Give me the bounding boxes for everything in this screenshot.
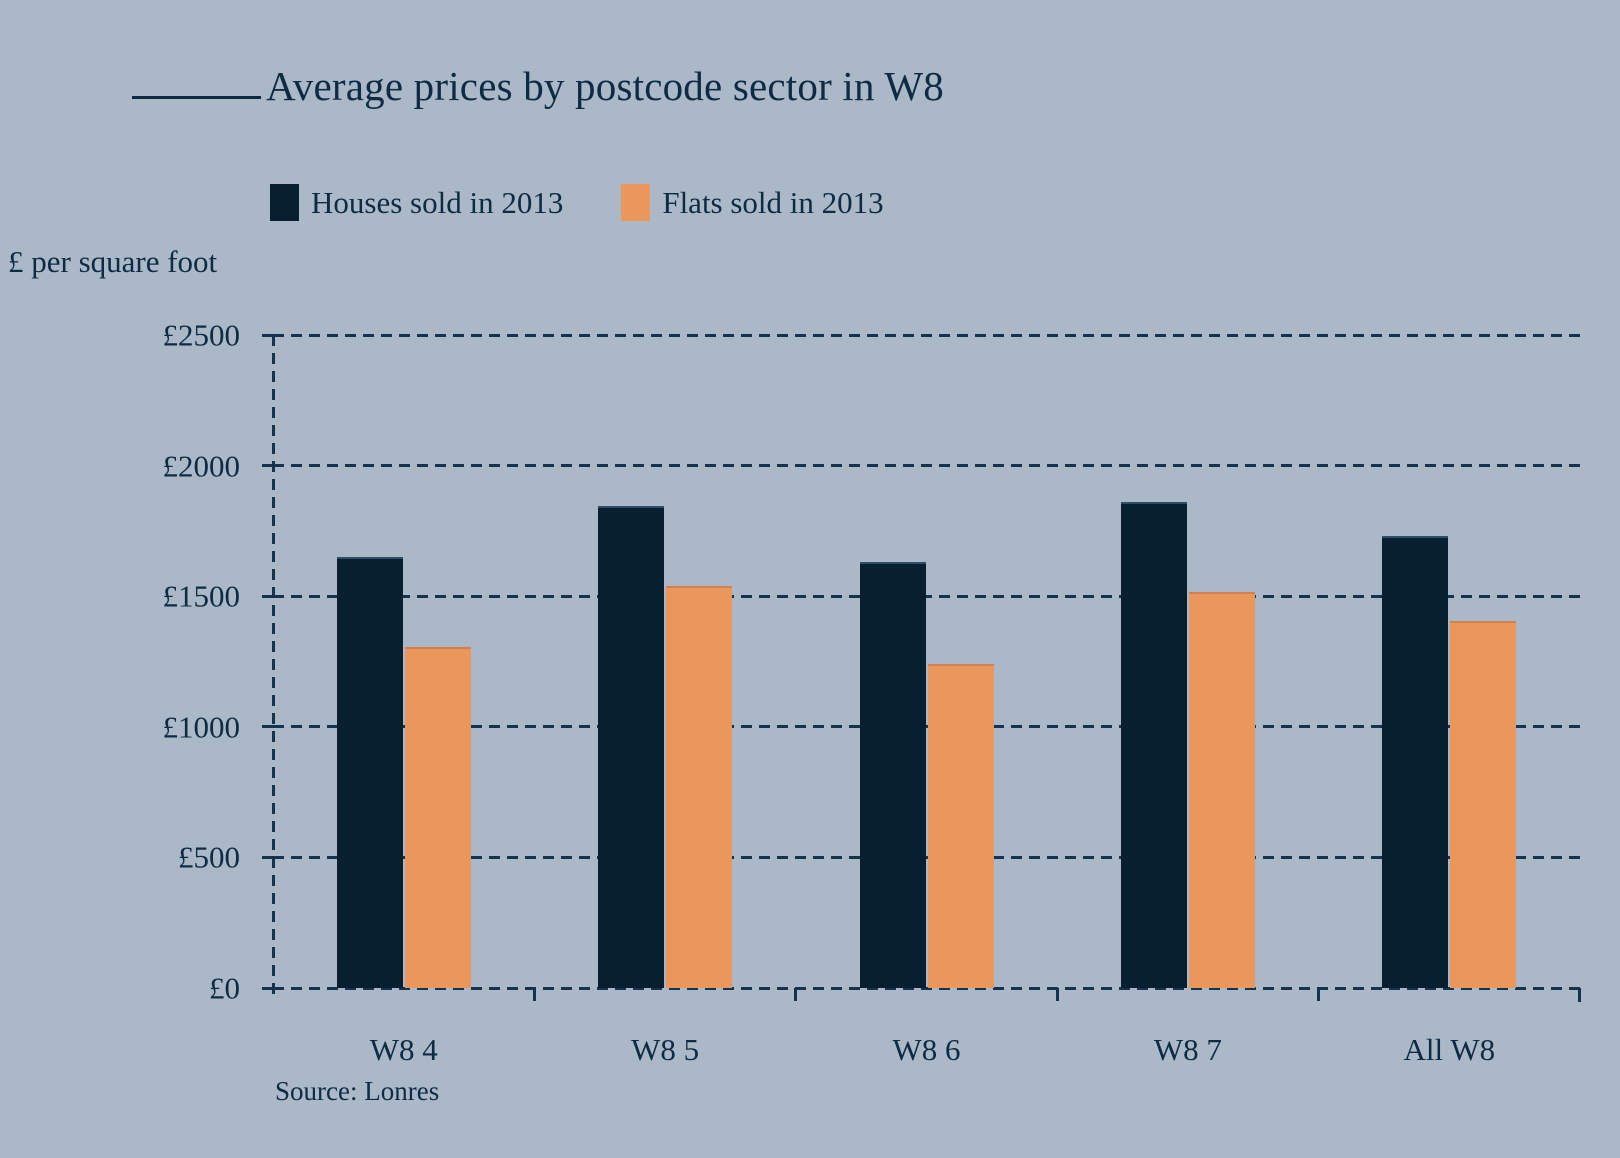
bar-houses-w8-5 xyxy=(598,506,665,988)
y-tick-2000 xyxy=(262,464,279,468)
bar-group-all-w8: All W8 xyxy=(1319,335,1580,1067)
bar-houses-w8-4 xyxy=(336,557,403,988)
y-tick-label-0: £0 xyxy=(209,970,240,1006)
legend: Houses sold in 2013 Flats sold in 2013 xyxy=(270,184,884,221)
y-axis-line xyxy=(272,335,275,1001)
y-axis-unit-label: £ per square foot xyxy=(8,244,218,279)
x-tick-label-w8-4: W8 4 xyxy=(369,1031,438,1067)
bar-houses-all-w8 xyxy=(1382,536,1449,988)
bar-groups: W8 4 W8 5 W8 6 W8 7 All W8 xyxy=(273,335,1580,1067)
y-tick-2500 xyxy=(262,333,279,337)
x-tick-label-all-w8: All W8 xyxy=(1403,1031,1496,1067)
legend-item-houses: Houses sold in 2013 xyxy=(270,184,563,221)
source-note: Source: Lonres xyxy=(275,1076,440,1106)
bar-houses-w8-6 xyxy=(859,562,926,988)
x-boundary-tick-4 xyxy=(1317,988,1321,1001)
y-tick-label-1000: £1000 xyxy=(162,709,241,745)
x-tick-label-w8-7: W8 7 xyxy=(1153,1031,1222,1067)
bar-flats-all-w8 xyxy=(1450,621,1517,988)
bar-flats-w8-4 xyxy=(404,647,471,988)
bar-group-w8-5: W8 5 xyxy=(534,335,795,1067)
x-boundary-tick-2 xyxy=(794,988,798,1001)
bar-flats-w8-6 xyxy=(927,664,994,988)
y-tick-label-1500: £1500 xyxy=(162,578,241,614)
y-tick-1000 xyxy=(262,725,279,729)
gridline-2000 xyxy=(273,464,1580,468)
y-tick-label-500: £500 xyxy=(178,839,240,875)
bar-houses-w8-7 xyxy=(1120,502,1187,988)
plot-area: £0 £500 £1000 £1500 £2000 £2500 W8 4 W8 5 W8 6 W8… xyxy=(163,320,1581,1067)
title-rule xyxy=(132,96,261,99)
x-tick-label-w8-6: W8 6 xyxy=(892,1031,961,1067)
bar-flats-w8-7 xyxy=(1188,592,1255,988)
x-boundary-tick-1 xyxy=(532,988,536,1001)
y-tick-0 xyxy=(262,986,279,990)
legend-swatch-flats-icon xyxy=(621,184,651,221)
gridline-0 xyxy=(273,986,1580,990)
gridline-1000 xyxy=(273,725,1580,729)
bar-group-w8-6: W8 6 xyxy=(796,335,1057,1067)
legend-swatch-houses-icon xyxy=(270,184,299,221)
x-boundary-tick-3 xyxy=(1055,988,1059,1001)
gridline-2500 xyxy=(273,333,1580,337)
y-tick-label-2500: £2500 xyxy=(162,317,241,353)
bar-group-w8-7: W8 7 xyxy=(1057,335,1318,1067)
gridline-1500 xyxy=(273,594,1580,598)
axis-end-tick xyxy=(1578,988,1581,1002)
chart-title: Average prices by postcode sector in W8 xyxy=(266,63,944,109)
legend-label-flats: Flats sold in 2013 xyxy=(662,184,884,220)
gridline-500 xyxy=(273,855,1580,859)
x-tick-label-w8-5: W8 5 xyxy=(631,1031,700,1067)
bar-group-w8-4: W8 4 xyxy=(273,335,534,1067)
y-tick-label-2000: £2000 xyxy=(162,448,241,484)
y-tick-1500 xyxy=(262,594,279,598)
legend-item-flats: Flats sold in 2013 xyxy=(621,184,884,221)
legend-label-houses: Houses sold in 2013 xyxy=(311,184,564,220)
y-tick-500 xyxy=(262,855,279,859)
bar-flats-w8-5 xyxy=(666,585,733,988)
